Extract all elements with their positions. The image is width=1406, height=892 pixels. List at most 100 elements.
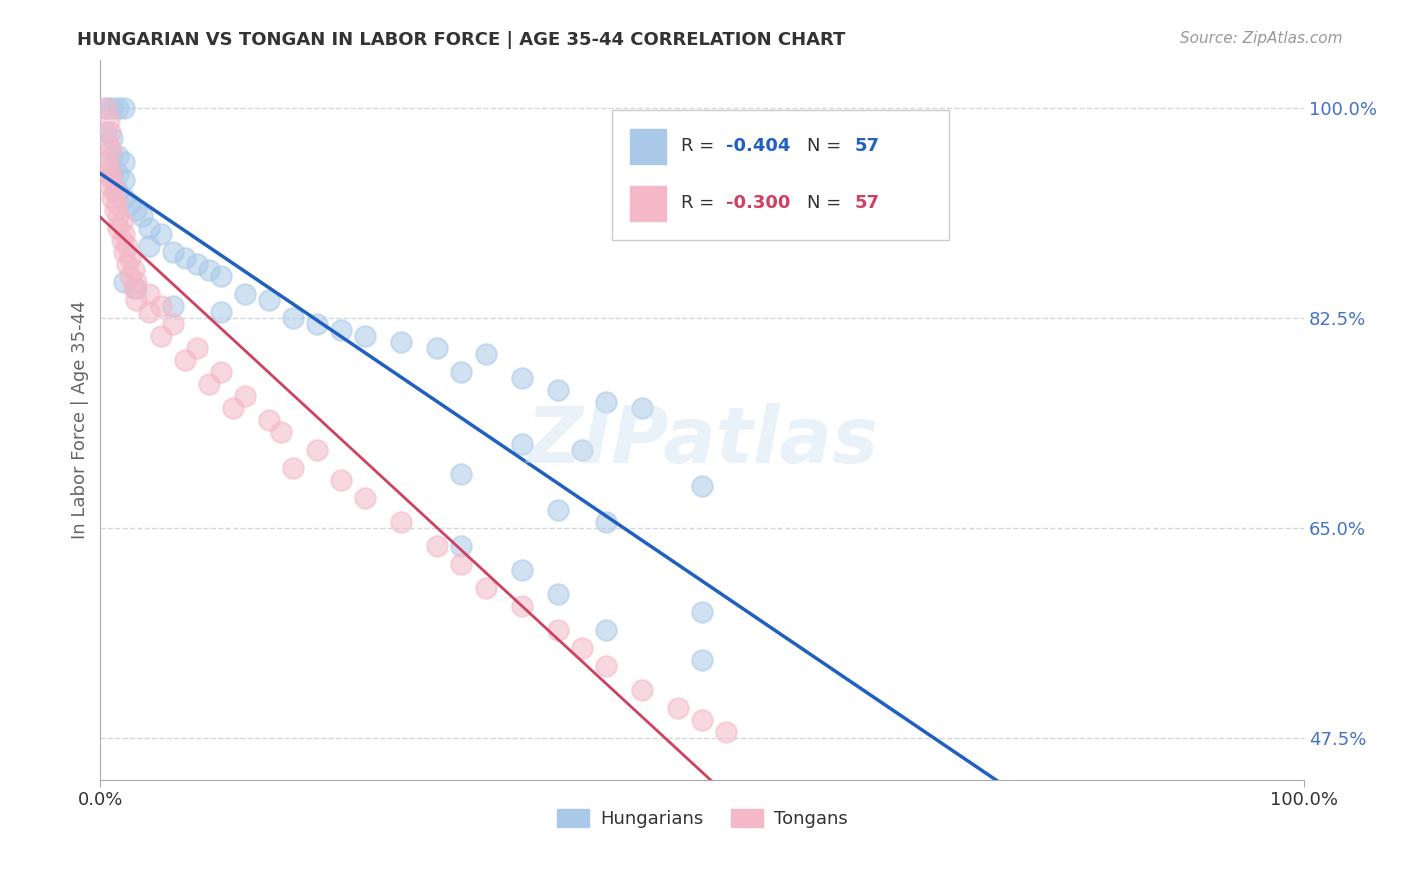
Point (209, 365, 232, 379)
Point (162, 317, 184, 331)
Point (105, 196, 128, 211)
Point (112, 275, 135, 289)
Legend: Hungarians, Tongans: Hungarians, Tongans (550, 802, 855, 836)
Text: N =: N = (807, 194, 846, 212)
Point (122, 280, 145, 294)
Point (450, 539, 472, 553)
Point (197, 376, 219, 391)
Point (122, 262, 145, 277)
Point (96, 125, 118, 139)
Text: R =: R = (681, 194, 720, 212)
Point (98, 178, 121, 193)
Point (101, 101, 124, 115)
Point (138, 220, 160, 235)
Point (138, 286, 160, 301)
Point (186, 341, 208, 355)
Point (112, 101, 135, 115)
Point (112, 172, 135, 186)
Point (115, 238, 138, 252)
Point (330, 323, 353, 337)
Point (149, 227, 172, 241)
Point (1052, 803, 1074, 817)
Point (209, 304, 232, 318)
Text: ZIPatlas: ZIPatlas (526, 403, 879, 479)
Point (101, 148, 124, 162)
Point (389, 334, 412, 349)
Point (595, 515, 617, 529)
Point (690, 605, 713, 619)
Point (125, 280, 148, 294)
Point (281, 310, 304, 325)
Point (932, 803, 955, 817)
Point (571, 640, 593, 655)
Point (197, 262, 219, 277)
Point (96, 154, 118, 169)
Point (100, 143, 122, 157)
Point (631, 682, 654, 697)
Point (305, 442, 328, 457)
Point (111, 233, 134, 247)
Point (281, 460, 304, 475)
Point (101, 167, 124, 181)
Point (474, 346, 496, 360)
Point (98, 125, 121, 139)
Point (690, 478, 713, 492)
Point (125, 293, 148, 307)
Point (107, 148, 129, 162)
Point (450, 467, 472, 481)
Point (209, 268, 232, 283)
Point (270, 425, 292, 439)
Point (186, 257, 208, 271)
Point (547, 502, 569, 516)
Point (112, 191, 135, 205)
FancyBboxPatch shape (612, 110, 949, 240)
Point (547, 623, 569, 637)
Point (115, 257, 138, 271)
Point (547, 586, 569, 600)
Point (233, 389, 256, 403)
Point (510, 563, 533, 577)
Point (107, 185, 129, 199)
Point (474, 581, 496, 595)
Point (120, 268, 142, 283)
Point (510, 436, 533, 450)
Point (162, 299, 184, 313)
Point (354, 491, 377, 505)
Point (305, 317, 328, 331)
Point (450, 557, 472, 571)
Point (112, 227, 135, 241)
Point (131, 209, 153, 223)
Point (450, 365, 472, 379)
Point (96, 101, 118, 115)
Point (112, 154, 135, 169)
Point (97, 112, 120, 127)
Point (690, 652, 713, 666)
Point (104, 202, 127, 217)
Point (107, 167, 129, 181)
Text: -0.300: -0.300 (727, 194, 790, 212)
Text: N =: N = (807, 137, 846, 155)
Point (149, 299, 172, 313)
Text: R =: R = (681, 137, 720, 155)
Point (233, 286, 256, 301)
Point (101, 191, 124, 205)
Text: HUNGARIAN VS TONGAN IN LABOR FORCE | AGE 35-44 CORRELATION CHART: HUNGARIAN VS TONGAN IN LABOR FORCE | AGE… (77, 31, 845, 49)
Point (257, 412, 280, 426)
Point (173, 352, 195, 367)
Point (330, 473, 353, 487)
Point (257, 293, 280, 307)
Point (690, 713, 713, 727)
Point (547, 383, 569, 397)
Point (120, 251, 142, 265)
Point (125, 275, 148, 289)
Point (125, 202, 148, 217)
Point (112, 244, 135, 259)
Point (595, 658, 617, 673)
Point (222, 401, 245, 415)
Point (138, 238, 160, 252)
Point (510, 370, 533, 384)
Point (107, 209, 129, 223)
FancyBboxPatch shape (630, 129, 666, 163)
Point (716, 724, 738, 739)
Text: Source: ZipAtlas.com: Source: ZipAtlas.com (1180, 31, 1343, 46)
